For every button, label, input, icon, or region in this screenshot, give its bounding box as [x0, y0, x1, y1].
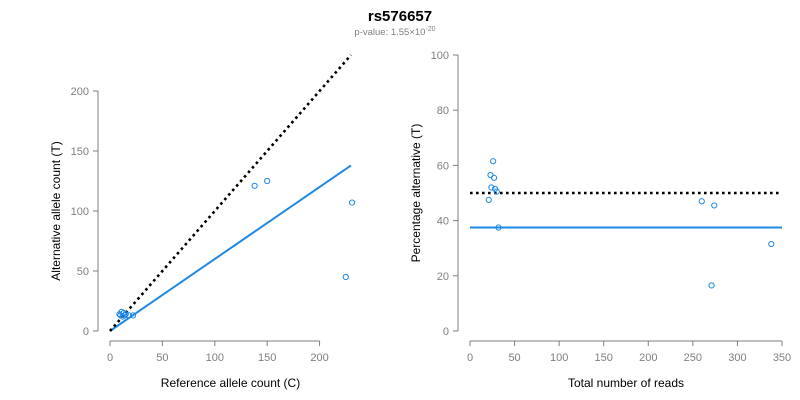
y-tick-label: 0 — [83, 326, 89, 338]
chart-subtitle: p-value: 1.55×10-20 — [354, 26, 435, 38]
x-tick-label: 100 — [550, 352, 568, 364]
y-tick-label: 80 — [437, 105, 449, 117]
reference-line — [109, 54, 352, 332]
data-point — [485, 196, 492, 203]
y-tick-label: 100 — [71, 206, 89, 218]
data-point — [711, 202, 718, 209]
subtitle-exponent: -20 — [425, 26, 435, 33]
data-point — [342, 273, 349, 281]
data-point — [129, 312, 137, 319]
y-tick-label: 50 — [77, 266, 89, 278]
data-point — [125, 312, 132, 319]
subtitle-prefix: p-value: 1.55×10 — [354, 27, 425, 38]
x-tick-label: 50 — [508, 352, 520, 364]
left-panel: 0 50 100 150 200 0 50 100 150 200 Reference allele… — [49, 54, 356, 390]
x-tick-label: 200 — [310, 352, 328, 364]
x-tick-label: 350 — [773, 352, 791, 364]
data-point — [698, 198, 705, 205]
data-point — [708, 282, 715, 289]
x-axis-label: Reference allele count (C) — [161, 376, 300, 390]
x-axis-label: Total number of reads — [568, 376, 684, 390]
x-tick-label: 250 — [684, 352, 702, 364]
x-tick-label: 300 — [728, 352, 746, 364]
data-point — [768, 240, 775, 248]
x-tick-label: 0 — [467, 352, 473, 364]
data-point — [488, 184, 495, 191]
data-point — [487, 171, 494, 179]
x-tick-label: 50 — [156, 352, 168, 364]
y-tick-label: 200 — [71, 86, 89, 98]
y-tick-label: 20 — [437, 271, 449, 283]
x-tick-label: 200 — [639, 352, 657, 364]
y-tick-label: 0 — [443, 326, 449, 338]
chart-title: rs576657 — [368, 8, 432, 25]
y-tick-label: 150 — [71, 146, 89, 158]
data-point — [490, 174, 498, 181]
x-tick-label: 100 — [206, 352, 224, 364]
data-point — [348, 199, 356, 206]
data-point — [122, 311, 129, 318]
y-axis-label: Alternative allele count (T) — [49, 141, 63, 280]
data-point — [121, 312, 128, 319]
data-point — [495, 224, 502, 231]
y-tick-label: 100 — [431, 50, 449, 62]
data-point — [493, 188, 500, 195]
data-point — [264, 177, 271, 185]
y-axis-label: Percentage alternative (T) — [409, 124, 423, 263]
y-tick-label: 40 — [437, 216, 449, 228]
data-point — [490, 158, 497, 165]
x-tick-label: 150 — [595, 352, 613, 364]
x-tick-label: 150 — [258, 352, 276, 364]
x-tick-label: 0 — [107, 352, 113, 364]
y-tick-label: 60 — [437, 160, 449, 172]
fit-line — [109, 164, 352, 332]
data-point — [251, 182, 258, 189]
